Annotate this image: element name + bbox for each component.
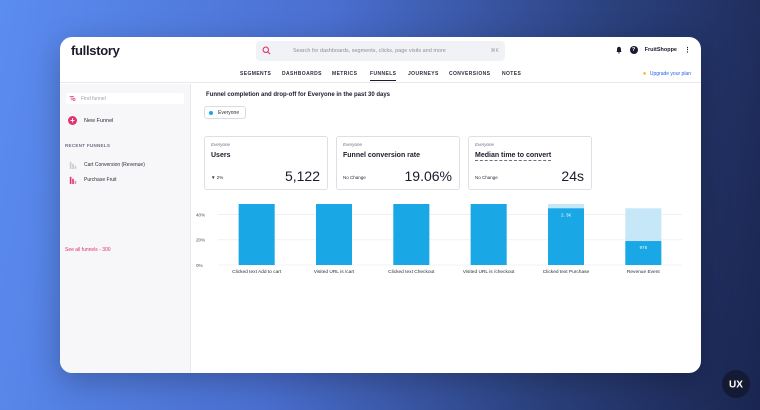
card-value: 5,122 bbox=[284, 168, 320, 184]
tab-metrics[interactable]: METRICS bbox=[332, 71, 358, 77]
card-value: 19.06% bbox=[404, 168, 452, 184]
y-tick-label: 20% bbox=[196, 238, 205, 243]
funnel-chart: 0%20%40%60%80%100%5.1KClicked text Add t… bbox=[196, 204, 682, 275]
x-tick-label: Visited URL is /cart bbox=[314, 269, 355, 275]
card-segment: Everyone bbox=[475, 142, 495, 147]
svg-text:UX: UX bbox=[729, 380, 743, 391]
nav-bar: SEGMENTS DASHBOARDS METRICS FUNNELS JOUR… bbox=[60, 67, 701, 83]
card-title: Median time to convert bbox=[475, 152, 552, 161]
upgrade-link[interactable]: ★ Upgrade your plan bbox=[642, 71, 691, 77]
completed-bar bbox=[393, 204, 430, 265]
search-placeholder: Search for dashboards, segments, clicks,… bbox=[293, 48, 446, 54]
recent-funnel-label: Cart Conversion (Revenue) bbox=[84, 162, 145, 168]
x-tick-label: Revenue Event bbox=[627, 269, 660, 275]
recent-funnel-item[interactable]: Purchase Fruit bbox=[69, 176, 117, 184]
tab-segments[interactable]: SEGMENTS bbox=[240, 71, 272, 77]
see-all-funnels-link[interactable]: See all funnels - 300 bbox=[65, 247, 111, 253]
card-change: ▼ 2% bbox=[211, 175, 224, 180]
data-label: 976 bbox=[640, 247, 648, 251]
data-label: 2.3K bbox=[561, 214, 572, 218]
recent-funnel-label: Purchase Fruit bbox=[84, 177, 117, 183]
page-subtitle: Funnel completion and drop-off for Every… bbox=[206, 92, 391, 98]
tab-funnels[interactable]: FUNNELS bbox=[370, 71, 397, 81]
sidebar: Find funnel + New Funnel RECENT FUNNELS … bbox=[60, 84, 191, 373]
find-funnel-input[interactable]: Find funnel bbox=[66, 93, 184, 104]
x-tick-label: Clicked text Add to cart bbox=[232, 269, 282, 275]
upgrade-label: Upgrade your plan bbox=[649, 71, 691, 77]
completed-bar bbox=[316, 204, 352, 265]
main-content: Funnel completion and drop-off for Every… bbox=[196, 84, 701, 373]
completed-bar bbox=[548, 208, 584, 265]
funnel-chart-icon bbox=[69, 176, 77, 184]
tab-conversions[interactable]: CONVERSIONS bbox=[449, 71, 491, 77]
segment-chip[interactable]: Everyone bbox=[204, 106, 247, 119]
segment-dot-icon bbox=[209, 110, 213, 115]
y-tick-label: 0% bbox=[196, 263, 203, 268]
recent-funnels-heading: RECENT FUNNELS bbox=[65, 143, 111, 148]
search-shortcut: ⌘K bbox=[490, 48, 499, 54]
tab-dashboards[interactable]: DASHBOARDS bbox=[282, 71, 322, 77]
more-icon[interactable]: ⋮ bbox=[684, 47, 691, 54]
completed-bar bbox=[470, 204, 507, 265]
card-change: No Change bbox=[343, 175, 366, 180]
ux-badge: UX bbox=[722, 370, 750, 398]
top-bar: fullstory Search for dashboards, segment… bbox=[60, 37, 701, 67]
card-segment: Everyone bbox=[211, 142, 231, 147]
workspace-name[interactable]: FruitShoppe bbox=[644, 47, 677, 53]
completed-bar bbox=[238, 204, 275, 265]
card-change: No Change bbox=[475, 175, 498, 180]
tab-journeys[interactable]: JOURNEYS bbox=[408, 71, 439, 77]
tab-notes[interactable]: NOTES bbox=[502, 71, 522, 77]
logo[interactable]: fullstory bbox=[71, 43, 120, 58]
app-window: fullstory Search for dashboards, segment… bbox=[60, 37, 701, 373]
new-funnel-button[interactable]: + New Funnel bbox=[68, 116, 113, 125]
card-segment: Everyone bbox=[343, 142, 363, 147]
recent-funnel-item[interactable]: Cart Conversion (Revenue) bbox=[69, 161, 145, 169]
metric-card-conversion-rate[interactable]: Everyone Funnel conversion rate No Chang… bbox=[336, 136, 460, 190]
x-tick-label: Clicked text Checkout bbox=[388, 269, 435, 275]
metric-card-median-time[interactable]: Everyone Median time to convert No Chang… bbox=[468, 136, 592, 190]
new-funnel-label: New Funnel bbox=[84, 117, 114, 124]
x-tick-label: Visited URL is /checkout bbox=[463, 269, 515, 275]
completed-bar bbox=[625, 241, 662, 265]
segment-chip-label: Everyone bbox=[218, 109, 240, 116]
y-tick-label: 40% bbox=[196, 212, 205, 217]
help-icon[interactable]: ? bbox=[629, 46, 638, 54]
star-icon: ★ bbox=[642, 71, 647, 77]
card-value: 24s bbox=[561, 168, 584, 184]
find-funnel-placeholder: Find funnel bbox=[81, 96, 106, 102]
top-bar-actions: ? FruitShoppe ⋮ bbox=[615, 46, 691, 54]
search-input[interactable]: Search for dashboards, segments, clicks,… bbox=[256, 41, 505, 61]
search-icon bbox=[262, 46, 271, 55]
metric-card-users[interactable]: Everyone Users ▼ 2% 5,122 bbox=[204, 136, 328, 190]
plus-icon: + bbox=[68, 116, 77, 125]
x-tick-label: Clicked text Purchase bbox=[543, 269, 590, 275]
funnel-chart-icon bbox=[69, 161, 77, 169]
card-title: Users bbox=[211, 152, 231, 159]
filter-search-icon bbox=[69, 96, 76, 101]
card-title: Funnel conversion rate bbox=[343, 152, 421, 159]
bell-icon[interactable] bbox=[615, 46, 623, 54]
